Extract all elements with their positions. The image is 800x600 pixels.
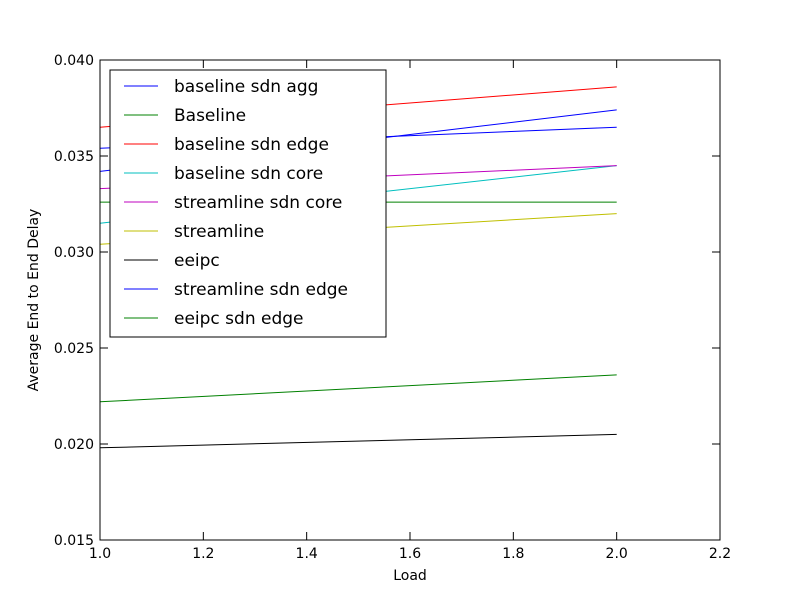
series-line-2	[99, 374, 617, 403]
y-axis-ticks: 0.015 0.020 0.025 0.030 0.035 0.040	[54, 53, 720, 549]
legend-label-6: streamline	[174, 222, 264, 242]
y-axis-label: Average End to End Delay	[26, 209, 42, 392]
legend-label-7: eeipc	[174, 251, 220, 271]
legend-label-2: Baseline	[174, 106, 246, 126]
legend-label-5: streamline sdn core	[174, 193, 342, 213]
legend-label-4: baseline sdn core	[174, 164, 323, 184]
y-tick-label: 0.020	[54, 437, 94, 453]
x-axis-ticks: 1.0 1.2 1.4 1.6 1.8 2.0 2.2	[89, 60, 731, 562]
legend-label-1: baseline sdn agg	[174, 77, 318, 97]
legend-label-8: streamline sdn edge	[174, 280, 348, 300]
x-tick-label: 1.4	[296, 546, 318, 562]
legend-label-3: baseline sdn edge	[174, 135, 329, 155]
legend-label-9: eeipc sdn edge	[174, 309, 304, 329]
legend: baseline sdn agg Baseline baseline sdn edg…	[109, 69, 387, 338]
y-tick-label: 0.035	[54, 149, 94, 165]
y-tick-label: 0.040	[54, 53, 94, 69]
x-tick-label: 1.2	[192, 546, 214, 562]
x-tick-label: 2.0	[606, 546, 628, 562]
x-axis-label: Load	[393, 568, 427, 584]
series-line-7	[99, 433, 617, 449]
y-tick-label: 0.025	[54, 341, 94, 357]
x-tick-label: 1.6	[399, 546, 421, 562]
x-tick-label: 1.8	[502, 546, 524, 562]
x-tick-label: 2.2	[709, 546, 731, 562]
y-tick-label: 0.030	[54, 245, 94, 261]
y-tick-label: 0.015	[54, 533, 94, 549]
x-tick-label: 1.0	[89, 546, 111, 562]
